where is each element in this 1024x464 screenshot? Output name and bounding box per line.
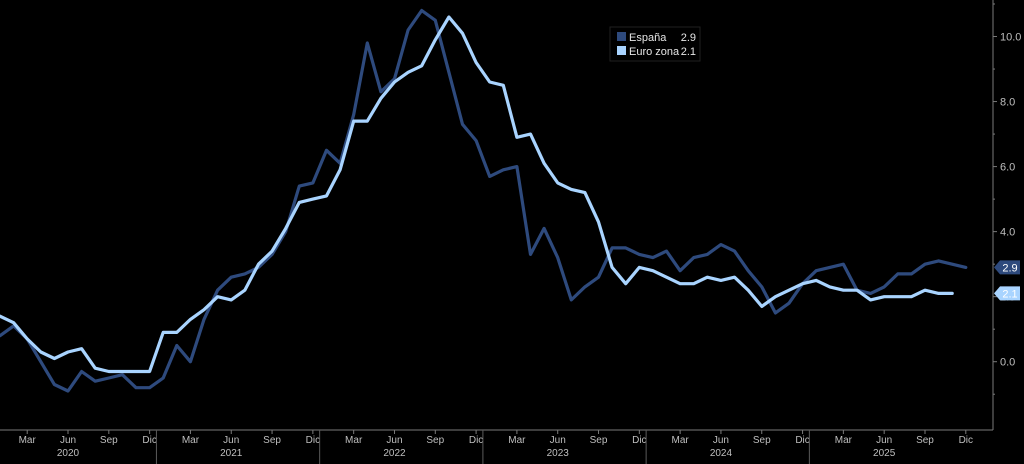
x-tick-label: Mar [345,435,363,446]
x-tick-label: Sep [916,435,934,446]
y-tick-label: 6.0 [1000,162,1015,174]
x-tick-label: Dic [306,435,320,446]
legend-label-euro-zona: Euro zona [629,46,680,58]
y-tick-label: 0.0 [1000,357,1015,369]
end-tag-euro-zona: 2.1 [994,286,1020,301]
legend-swatch-espana [617,32,626,41]
legend-swatch-euro-zona [617,46,626,55]
legend-label-espana: España [629,32,667,44]
x-tick-label: Sep [100,435,118,446]
x-tick-label: Jun [386,435,402,446]
end-tag-shape-euro-zona [994,286,1020,301]
x-tick-label: Dic [469,435,483,446]
end-tag-label-espana: 2.9 [1002,262,1017,274]
y-tick-label: 4.0 [1000,227,1015,239]
x-tick-label: Dic [632,435,646,446]
x-tick-label: Sep [753,435,771,446]
x-tick-label: Mar [19,435,37,446]
x-year-label: 2023 [547,448,570,459]
x-tick-label: Jun [60,435,76,446]
x-tick-label: Sep [590,435,608,446]
x-tick-label: Jun [223,435,239,446]
x-tick-label: Mar [182,435,200,446]
x-year-label: 2021 [220,448,243,459]
legend-value-euro-zona: 2.1 [681,46,696,58]
series-line-euro-zona [0,15,954,374]
x-axis: Mar Jun Sep Dic Mar Jun Sep Dic Mar Jun Sep Dic Mar J… [0,429,993,464]
x-year-label: 2022 [383,448,406,459]
x-tick-label: Dic [959,435,973,446]
x-tick-label: Mar [835,435,853,446]
x-tick-label: Sep [263,435,281,446]
x-tick-label: Jun [713,435,729,446]
x-tick-label: Mar [508,435,526,446]
plot-lines [0,8,968,393]
y-tick-label: 10.0 [1000,32,1021,44]
x-tick-label: Jun [876,435,892,446]
y-axis: 0.02.04.06.08.010.0 [992,0,1021,430]
end-tag-espana: 2.9 [994,260,1020,275]
end-tag-label-euro-zona: 2.1 [1002,288,1017,300]
end-value-labels: 2.9 2.1 [994,260,1020,301]
x-year-label: 2025 [873,448,896,459]
x-tick-label: Sep [426,435,444,446]
y-tick-label: 8.0 [1000,97,1015,109]
x-tick-label: Jun [550,435,566,446]
x-tick-label: Dic [795,435,809,446]
end-tag-shape-espana [994,260,1020,275]
legend: España 2.9 Euro zona 2.1 [609,26,701,62]
x-tick-label: Dic [142,435,156,446]
x-tick-label: Mar [672,435,690,446]
x-year-label: 2024 [710,448,733,459]
x-year-label: 2020 [57,448,80,459]
legend-value-espana: 2.9 [681,32,696,44]
